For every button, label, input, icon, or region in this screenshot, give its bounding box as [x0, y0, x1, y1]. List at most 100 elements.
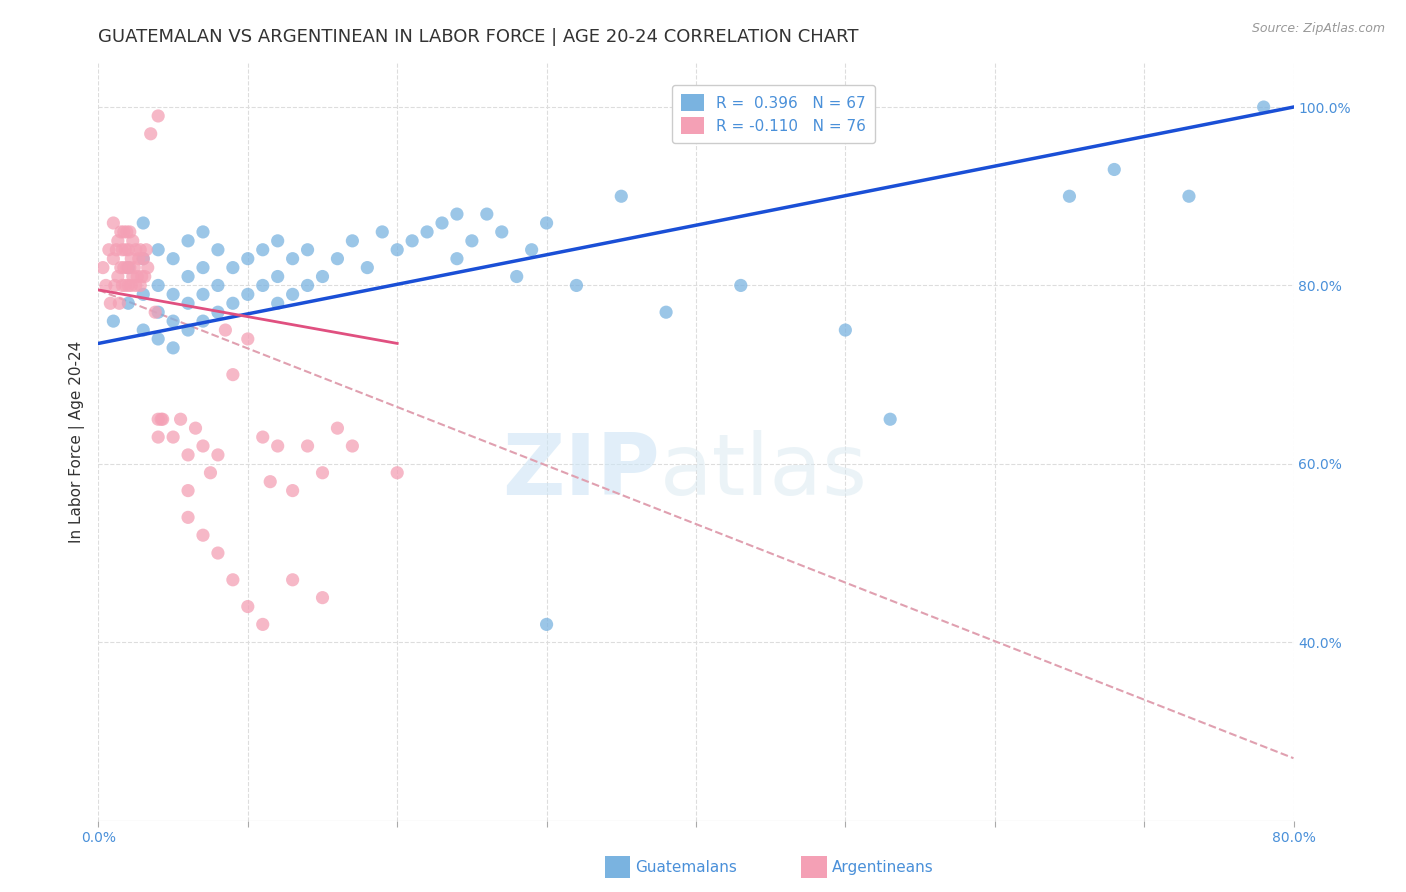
Point: [177, 269, 200, 284]
Point: [311, 269, 333, 284]
Text: atlas: atlas: [661, 430, 868, 514]
Point: [236, 599, 259, 614]
Point: [207, 278, 229, 293]
Point: [207, 243, 229, 257]
Text: GUATEMALAN VS ARGENTINEAN IN LABOR FORCE | AGE 20-24 CORRELATION CHART: GUATEMALAN VS ARGENTINEAN IN LABOR FORCE…: [98, 28, 859, 45]
Point: [114, 278, 136, 293]
Point: [430, 216, 453, 230]
Point: [139, 127, 162, 141]
Point: [148, 109, 170, 123]
Point: [120, 252, 142, 266]
Point: [834, 323, 856, 337]
Point: [121, 269, 143, 284]
Point: [610, 189, 633, 203]
Text: ZIP: ZIP: [502, 430, 661, 514]
Point: [118, 225, 141, 239]
Point: [326, 252, 349, 266]
Point: [128, 252, 150, 266]
Point: [107, 234, 129, 248]
Point: [191, 287, 214, 301]
Point: [267, 269, 290, 284]
Point: [1059, 189, 1081, 203]
Point: [117, 296, 139, 310]
Point: [655, 305, 678, 319]
Point: [110, 260, 132, 275]
Point: [297, 278, 319, 293]
Point: [103, 252, 125, 266]
Point: [1253, 100, 1275, 114]
Point: [236, 252, 259, 266]
Point: [104, 278, 127, 293]
Point: [252, 430, 274, 444]
Point: [252, 243, 274, 257]
Point: [148, 412, 170, 426]
Point: [94, 278, 117, 293]
Point: [461, 234, 484, 248]
Point: [117, 278, 139, 293]
Point: [207, 546, 229, 560]
Point: [491, 225, 513, 239]
Point: [177, 234, 200, 248]
Point: [97, 243, 120, 257]
Point: [177, 296, 200, 310]
Point: [252, 617, 274, 632]
Point: [117, 243, 139, 257]
Point: [342, 439, 364, 453]
Point: [236, 287, 259, 301]
Point: [148, 430, 170, 444]
Point: [103, 314, 125, 328]
Point: [177, 323, 200, 337]
Point: [135, 243, 157, 257]
Point: [222, 573, 245, 587]
Point: [111, 243, 134, 257]
Point: [446, 252, 468, 266]
Point: [115, 260, 138, 275]
Point: [162, 314, 184, 328]
Point: [105, 243, 128, 257]
Point: [114, 243, 136, 257]
Point: [536, 216, 558, 230]
Point: [371, 225, 394, 239]
Point: [134, 269, 156, 284]
Point: [115, 225, 138, 239]
Point: [112, 225, 135, 239]
Point: [169, 412, 191, 426]
Point: [132, 287, 155, 301]
Point: [311, 591, 333, 605]
Point: [342, 234, 364, 248]
Point: [565, 278, 588, 293]
Point: [385, 243, 409, 257]
Point: [536, 617, 558, 632]
Point: [207, 448, 229, 462]
Point: [132, 252, 155, 266]
Point: [259, 475, 281, 489]
Point: [191, 260, 214, 275]
Point: [184, 421, 207, 435]
Point: [132, 216, 155, 230]
Point: [520, 243, 543, 257]
Point: [143, 305, 166, 319]
Point: [191, 439, 214, 453]
Point: [148, 278, 170, 293]
Point: [152, 412, 174, 426]
Point: [222, 368, 245, 382]
Point: [132, 323, 155, 337]
Point: [162, 287, 184, 301]
Point: [111, 278, 134, 293]
Point: [475, 207, 498, 221]
Text: Argentineans: Argentineans: [832, 860, 934, 874]
Point: [127, 269, 149, 284]
Point: [730, 278, 752, 293]
Text: Guatemalans: Guatemalans: [636, 860, 737, 874]
Point: [121, 234, 143, 248]
Point: [107, 269, 129, 284]
Point: [148, 243, 170, 257]
Point: [267, 296, 290, 310]
Point: [124, 260, 146, 275]
Point: [148, 332, 170, 346]
Y-axis label: In Labor Force | Age 20-24: In Labor Force | Age 20-24: [69, 341, 84, 542]
Point: [125, 243, 148, 257]
Point: [1178, 189, 1201, 203]
Point: [191, 225, 214, 239]
Point: [207, 305, 229, 319]
